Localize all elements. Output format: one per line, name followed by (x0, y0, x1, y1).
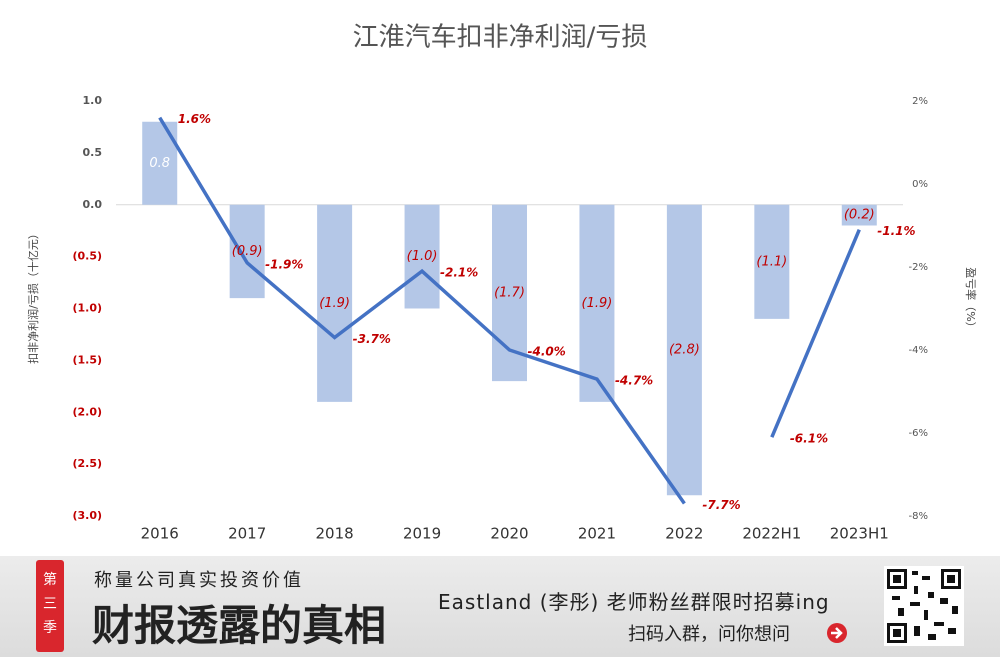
bar-value-label: 0.8 (149, 156, 170, 171)
line (770, 228, 861, 438)
y-tick-label: 1.0 (83, 94, 103, 107)
qr-code (884, 566, 964, 646)
y2-axis-title: 盈亏率（%） (964, 267, 978, 332)
line-value-label: 1.6% (178, 112, 211, 126)
bar (317, 204, 353, 402)
slogan: 称量公司真实投资价值 (94, 570, 304, 591)
bar (404, 204, 440, 309)
bar-value-label: (1.0) (407, 249, 438, 264)
x-tick-label: 2021 (578, 525, 616, 543)
bar-value-label: (1.1) (756, 254, 787, 269)
x-tick-label: 2020 (490, 525, 528, 543)
bar-value-label: (1.7) (494, 285, 525, 300)
bar-value-label: (1.9) (582, 296, 613, 311)
line-value-label: -6.1% (790, 432, 828, 446)
season-tag (36, 560, 64, 652)
y-tick-label: (1.5) (72, 353, 102, 366)
bar-value-label: (0.2) (844, 208, 875, 223)
x-tick-label: 2016 (141, 525, 179, 543)
line-value-label: -4.0% (528, 345, 566, 359)
y-tick-label: (3.0) (72, 509, 102, 522)
line-value-label: -7.7% (702, 498, 740, 512)
promo: Eastland (李彤) 老师粉丝群限时招募ing (438, 590, 830, 614)
y2-tick-label: -8% (909, 511, 928, 522)
chart-title: 江淮汽车扣非净利润/亏损 (353, 23, 648, 53)
x-tick-label: 2019 (403, 525, 441, 543)
brand: 财报透露的真相 (92, 601, 387, 650)
bar (579, 204, 615, 402)
y-tick-label: (0.5) (72, 250, 102, 263)
chart: 江淮汽车扣非净利润/亏损 扣非净利润/亏损（十亿元） 盈亏率（%） 1.0 0.5… (26, 23, 978, 543)
x-tick-label: 2018 (316, 525, 354, 543)
y2-tick-label: 0% (912, 179, 928, 190)
bar (229, 204, 265, 299)
x-tick-label: 2023H1 (830, 525, 889, 543)
line-value-label: -1.9% (265, 257, 303, 271)
y-axis-title: 扣非净利润/亏损（十亿元） (26, 228, 40, 364)
y2-tick-label: 2% (912, 96, 928, 107)
bar (666, 204, 702, 496)
line-value-label: -2.1% (440, 266, 478, 280)
y-tick-label: (1.0) (72, 302, 102, 315)
y-tick-label: 0.5 (83, 146, 103, 159)
bar-value-label: (0.9) (232, 244, 263, 259)
x-tick-label: 2017 (228, 525, 266, 543)
line-value-label: -1.1% (877, 224, 915, 238)
cta: 扫码入群，问你想问 (628, 624, 790, 645)
bar-value-label: (1.9) (319, 296, 350, 311)
arrow-icon (827, 623, 847, 643)
y2-tick-label: -2% (909, 262, 928, 273)
line-value-label: -3.7% (353, 332, 391, 346)
bar (754, 204, 790, 319)
y2-tick-label: -6% (909, 428, 928, 439)
y-tick-label: 0.0 (83, 198, 103, 211)
bar-value-label: (2.8) (669, 343, 700, 358)
x-tick-label: 2022 (665, 525, 703, 543)
season-text: 第三季 (43, 572, 57, 636)
bar (841, 204, 877, 226)
y-tick-label: (2.5) (72, 457, 102, 470)
line (158, 116, 686, 505)
y-tick-label: (2.0) (72, 405, 102, 418)
x-tick-label: 2022H1 (742, 525, 801, 543)
footer: 第三季 称量公司真实投资价值 财报透露的真相 Eastland (李彤) 老师粉… (0, 556, 1000, 657)
line-value-label: -4.7% (615, 374, 653, 388)
y2-tick-label: -4% (909, 345, 928, 356)
